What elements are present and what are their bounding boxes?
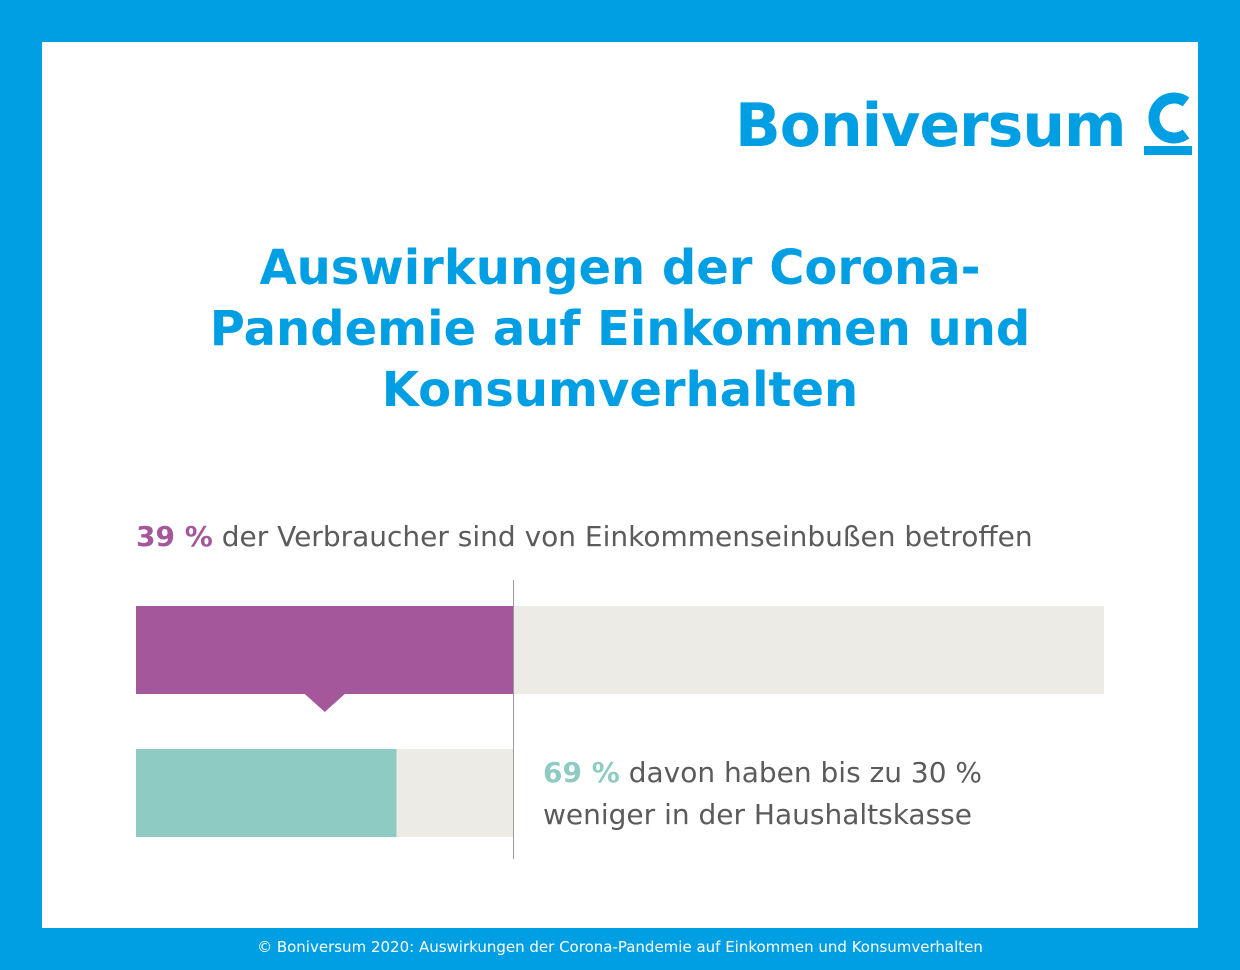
logo-wordmark: Boniversum <box>735 91 1127 161</box>
headline-statement: 39 % der Verbraucher sind von Einkommens… <box>136 520 1033 553</box>
page-title: Auswirkungen der Corona- Pandemie auf Ei… <box>42 238 1198 421</box>
title-line-1: Auswirkungen der Corona- <box>259 240 981 296</box>
footer-copyright: © Boniversum 2020: Auswirkungen der Coro… <box>257 938 983 956</box>
sub-text-line-2: weniger in der Haushaltskasse <box>543 798 972 831</box>
boniversum-logo: Boniversum <box>735 88 1192 156</box>
bar-1-pointer <box>304 694 345 712</box>
sub-statement: 69 % davon haben bis zu 30 % weniger in … <box>543 752 1063 836</box>
sub-text-line-1: davon haben bis zu 30 % <box>628 756 983 789</box>
title-line-3: Konsumverhalten <box>381 362 859 418</box>
headline-text: der Verbraucher sind von Einkommenseinbu… <box>221 520 1033 553</box>
bar-2-fill <box>136 749 397 837</box>
bar-1-fill <box>136 606 514 694</box>
headline-percent: 39 % <box>136 520 213 553</box>
bar-chart <box>136 580 1104 859</box>
sub-percent: 69 % <box>543 756 620 789</box>
logo-c-icon <box>1143 92 1192 155</box>
infographic-card: Boniversum Auswirkungen der Corona- Pand… <box>42 42 1198 928</box>
title-line-2: Pandemie auf Einkommen und <box>209 301 1031 357</box>
